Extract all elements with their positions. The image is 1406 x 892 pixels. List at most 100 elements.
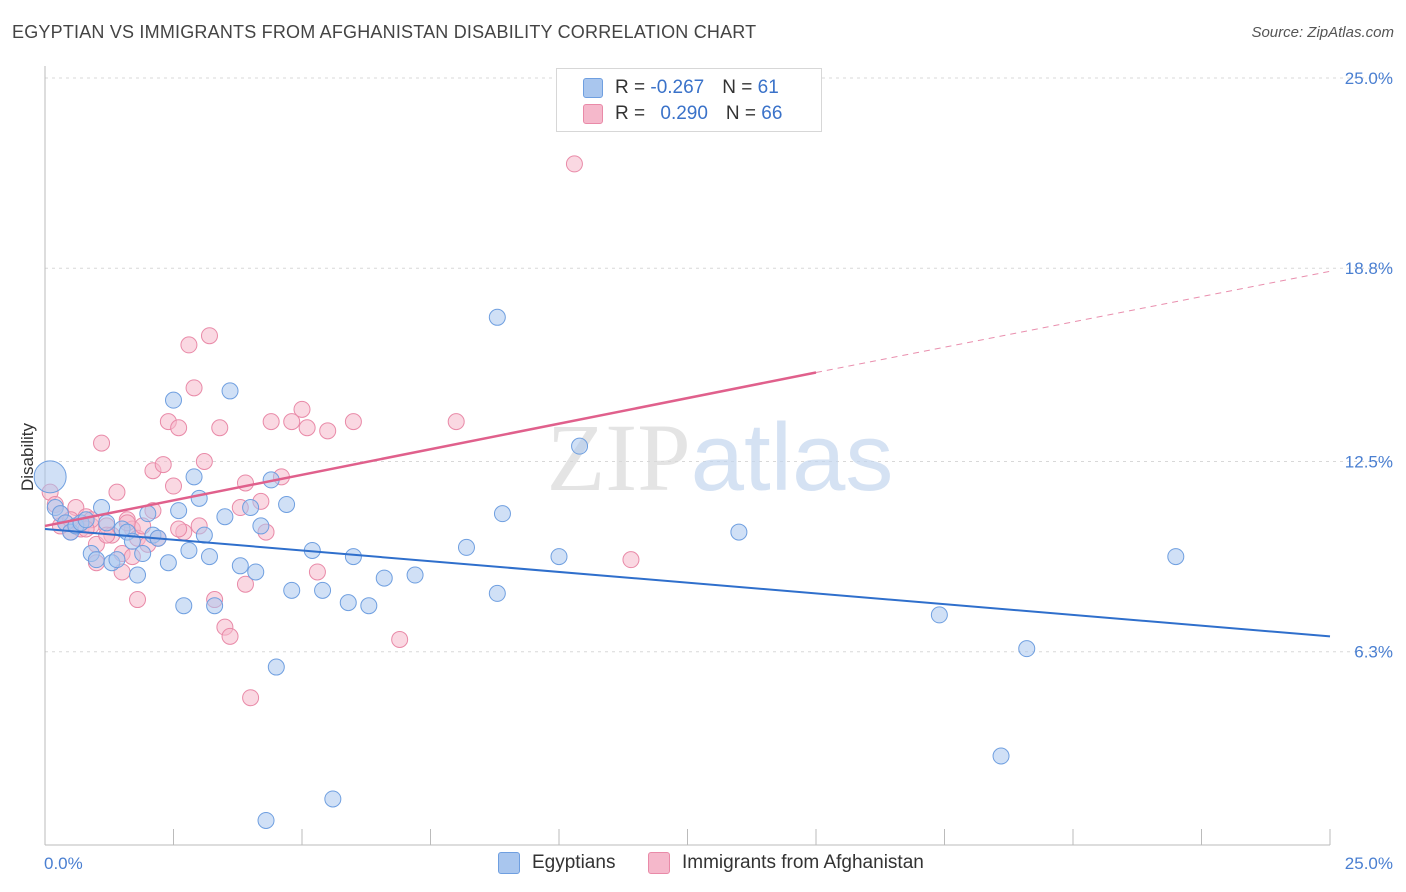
egyptians-point: [165, 391, 182, 409]
y-axis-label: Disability: [18, 422, 37, 491]
egyptians-point: [257, 811, 275, 829]
egyptians-point: [33, 460, 67, 494]
watermark: ZIPatlas: [547, 404, 894, 511]
afghanistan-point: [236, 474, 254, 492]
pink-swatch: [583, 104, 603, 124]
egyptians-point: [221, 382, 239, 400]
egyptians-point: [200, 548, 218, 566]
bottom-legend: Egyptians Immigrants from Afghanistan: [0, 852, 1406, 878]
blue-swatch: [498, 852, 520, 874]
egyptians-point: [134, 545, 152, 563]
legend-item-egyptians[interactable]: Egyptians: [498, 852, 615, 874]
egyptians-point: [344, 548, 362, 566]
afghanistan-point: [447, 413, 465, 431]
trend-lines: [44, 270, 1331, 638]
egyptians-point: [1167, 548, 1185, 566]
y-tick-label: 12.5%: [1345, 453, 1393, 472]
egyptians-point: [375, 569, 393, 587]
afghanistan-point: [298, 419, 316, 437]
afghanistan-point: [185, 379, 203, 397]
egyptians-point: [206, 597, 224, 615]
afghanistan-point: [262, 413, 280, 431]
egyptians-point: [278, 495, 296, 513]
legend-n-value: 66: [761, 103, 783, 124]
egyptians-point: [571, 437, 589, 455]
egyptians-point: [108, 551, 126, 569]
legend-row-egyptians: R = -0.267 N = 61: [583, 76, 779, 100]
afghanistan-point: [236, 575, 254, 593]
egyptians-point: [493, 505, 511, 523]
legend-n-label: N =: [725, 103, 762, 124]
afghanistan-trend-line: [44, 371, 817, 528]
blue-swatch: [583, 78, 603, 98]
afghanistan-point: [211, 419, 229, 437]
afghanistan-point: [170, 520, 188, 538]
egyptians-point: [267, 658, 285, 676]
legend-item-afghanistan[interactable]: Immigrants from Afghanistan: [648, 852, 924, 874]
afghanistan-point: [565, 155, 583, 173]
x-tick-label: 0.0%: [44, 854, 83, 873]
egyptians-point: [488, 308, 506, 326]
egyptians-point: [930, 606, 948, 624]
afghanistan-point: [154, 456, 172, 474]
legend-r-label: R =: [615, 103, 651, 124]
afghanistan-point: [200, 327, 218, 345]
egyptians-point: [175, 597, 193, 615]
afghanistan-point: [283, 413, 301, 431]
legend-n-value: 61: [757, 77, 779, 98]
legend-label: Egyptians: [532, 852, 616, 873]
x-tick-labels: 0.0% 25.0%: [44, 854, 1393, 873]
y-tick-label: 18.8%: [1345, 259, 1393, 278]
egyptians-point: [159, 554, 177, 572]
afghanistan-point: [622, 551, 640, 569]
egyptians-point: [231, 557, 249, 575]
legend-label: Immigrants from Afghanistan: [682, 852, 924, 873]
afghanistan-trend-extension: [815, 270, 1331, 374]
legend-n-label: N =: [722, 77, 758, 98]
afghanistan-point: [195, 453, 213, 470]
egyptians-point: [170, 502, 188, 520]
afghanistan-point: [293, 400, 311, 418]
legend-r-value: -0.267: [650, 77, 705, 98]
egyptians-point: [247, 563, 265, 581]
series-egyptians-points: [33, 308, 1185, 829]
afghanistan-point: [180, 336, 198, 354]
egyptians-point: [185, 468, 203, 486]
y-tick-labels: 6.3% 12.5% 18.8% 25.0%: [1345, 69, 1393, 662]
afghanistan-point: [108, 483, 126, 501]
grid-lines: [45, 77, 1392, 653]
x-tick-label: 25.0%: [1345, 854, 1393, 873]
afghanistan-point: [242, 689, 260, 707]
egyptians-point: [129, 566, 147, 584]
egyptians-point: [488, 584, 506, 602]
egyptians-point: [1018, 640, 1036, 658]
y-tick-label: 25.0%: [1345, 69, 1393, 88]
afghanistan-point: [165, 477, 182, 495]
legend-r-value: 0.290: [660, 103, 708, 124]
egyptians-point: [324, 790, 342, 808]
egyptians-point: [550, 548, 568, 566]
egyptians-point: [730, 523, 748, 541]
egyptians-trend-line: [44, 527, 1331, 638]
egyptians-point: [190, 489, 208, 507]
afghanistan-point: [391, 630, 409, 648]
afghanistan-point: [93, 434, 111, 452]
egyptians-point: [87, 551, 105, 569]
egyptians-point: [242, 499, 260, 517]
axes: [44, 66, 1331, 846]
afghanistan-point: [344, 413, 362, 431]
source-label: Source: ZipAtlas.com: [1251, 24, 1394, 41]
afghanistan-point: [308, 563, 326, 581]
egyptians-point: [139, 505, 157, 523]
egyptians-point: [992, 747, 1010, 765]
afghanistan-point: [221, 627, 239, 645]
egyptians-point: [195, 526, 213, 544]
egyptians-point: [314, 581, 332, 599]
egyptians-point: [283, 581, 301, 599]
afghanistan-point: [170, 419, 188, 437]
chart-title: EGYPTIAN VS IMMIGRANTS FROM AFGHANISTAN …: [12, 22, 757, 42]
egyptians-point: [252, 517, 270, 535]
pink-swatch: [648, 852, 670, 874]
legend-row-afghanistan: R = 0.290 N = 66: [583, 102, 782, 126]
y-tick-label: 6.3%: [1354, 643, 1393, 662]
